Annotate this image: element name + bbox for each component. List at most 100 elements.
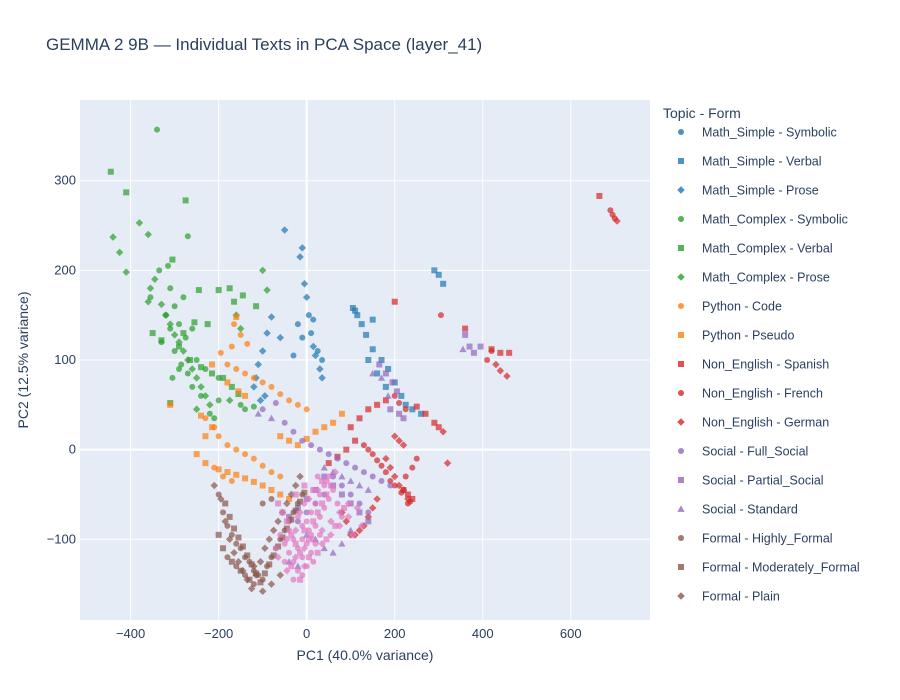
data-point	[274, 553, 282, 561]
data-point	[309, 535, 318, 544]
data-point	[259, 379, 266, 386]
legend-item[interactable]: Math_Complex - Prose	[677, 271, 830, 285]
data-point	[198, 364, 205, 371]
data-point	[358, 321, 365, 328]
data-point	[180, 294, 187, 301]
data-point	[292, 540, 299, 547]
legend-item[interactable]: Math_Complex - Verbal	[678, 242, 833, 256]
data-point	[296, 508, 304, 517]
legend-label: Social - Standard	[702, 503, 798, 517]
data-point	[234, 557, 243, 566]
data-point	[250, 478, 257, 485]
data-point	[312, 428, 319, 435]
legend-item[interactable]: Formal - Moderately_Formal	[678, 561, 860, 575]
data-point	[144, 230, 152, 239]
data-point	[303, 518, 310, 525]
data-point	[230, 549, 238, 557]
data-point	[171, 303, 178, 310]
data-point	[115, 248, 124, 257]
data-point	[356, 415, 363, 422]
data-point	[197, 383, 205, 391]
data-point	[301, 482, 308, 489]
data-point	[402, 401, 409, 408]
data-point	[149, 330, 156, 337]
legend-item[interactable]: Formal - Highly_Formal	[678, 532, 833, 546]
legend-item[interactable]: Python - Code	[678, 300, 782, 314]
data-point	[263, 329, 271, 337]
legend-item[interactable]: Non_English - Spanish	[678, 358, 829, 372]
data-point	[308, 509, 315, 516]
data-point	[613, 217, 621, 225]
legend-item[interactable]: Non_English - French	[678, 387, 823, 401]
data-point	[396, 400, 403, 407]
data-point	[368, 504, 377, 512]
data-point	[310, 316, 317, 323]
legend-item[interactable]: Non_English - German	[677, 416, 829, 430]
data-point	[360, 442, 367, 449]
data-point	[352, 437, 359, 444]
data-point	[374, 457, 381, 464]
data-point	[269, 526, 278, 535]
data-point	[308, 442, 315, 449]
data-point	[376, 361, 383, 368]
data-point	[308, 330, 315, 337]
data-point	[268, 495, 275, 502]
legend-item[interactable]: Python - Pseudo	[678, 329, 794, 343]
data-point	[276, 333, 285, 342]
legend-item[interactable]: Social - Standard	[677, 503, 798, 517]
data-point	[283, 499, 291, 508]
legend-label: Social - Full_Social	[702, 445, 808, 459]
data-point	[409, 406, 416, 413]
data-point	[365, 406, 372, 413]
data-point	[122, 268, 130, 276]
data-point	[242, 370, 249, 377]
data-point	[320, 463, 328, 471]
legend-item[interactable]: Social - Partial_Social	[678, 474, 824, 488]
data-point	[291, 481, 300, 490]
data-point	[305, 536, 312, 543]
data-point	[156, 267, 163, 274]
data-point	[165, 262, 172, 269]
data-point	[259, 482, 266, 489]
data-point	[316, 446, 323, 453]
data-point	[484, 357, 491, 363]
data-point	[189, 383, 196, 390]
data-point	[275, 500, 282, 507]
data-point	[195, 287, 202, 294]
data-point	[179, 347, 188, 355]
data-point	[288, 563, 295, 570]
y-tick-label: 200	[54, 262, 76, 277]
data-point	[435, 271, 442, 278]
data-point	[318, 374, 326, 382]
data-point	[299, 437, 306, 444]
data-point	[378, 462, 385, 469]
legend-item[interactable]: Math_Complex - Symbolic	[678, 213, 848, 227]
data-point	[210, 481, 218, 490]
data-point	[327, 531, 335, 539]
data-point	[202, 460, 209, 467]
data-point	[259, 500, 266, 507]
legend: Math_Simple - Symbolic Math_Simple - Verb…	[677, 126, 860, 604]
data-point	[256, 396, 265, 405]
data-point	[312, 500, 319, 507]
legend-item[interactable]: Math_Simple - Verbal	[678, 155, 822, 169]
data-point	[250, 455, 257, 462]
data-point	[402, 406, 409, 413]
data-point	[228, 383, 235, 390]
data-point	[319, 478, 326, 485]
data-point	[268, 383, 275, 390]
data-point	[265, 535, 274, 544]
legend-item[interactable]: Formal - Plain	[677, 590, 780, 604]
legend-label: Social - Partial_Social	[702, 474, 824, 488]
data-point	[204, 321, 211, 328]
data-point	[387, 406, 394, 413]
data-point	[189, 325, 196, 332]
data-point	[276, 571, 285, 579]
legend-item[interactable]: Social - Full_Social	[678, 445, 808, 459]
data-point	[378, 478, 385, 485]
legend-item[interactable]: Math_Simple - Prose	[677, 184, 819, 198]
legend-item[interactable]: Math_Simple - Symbolic	[678, 126, 837, 140]
data-point	[391, 482, 398, 489]
data-point	[233, 471, 240, 478]
